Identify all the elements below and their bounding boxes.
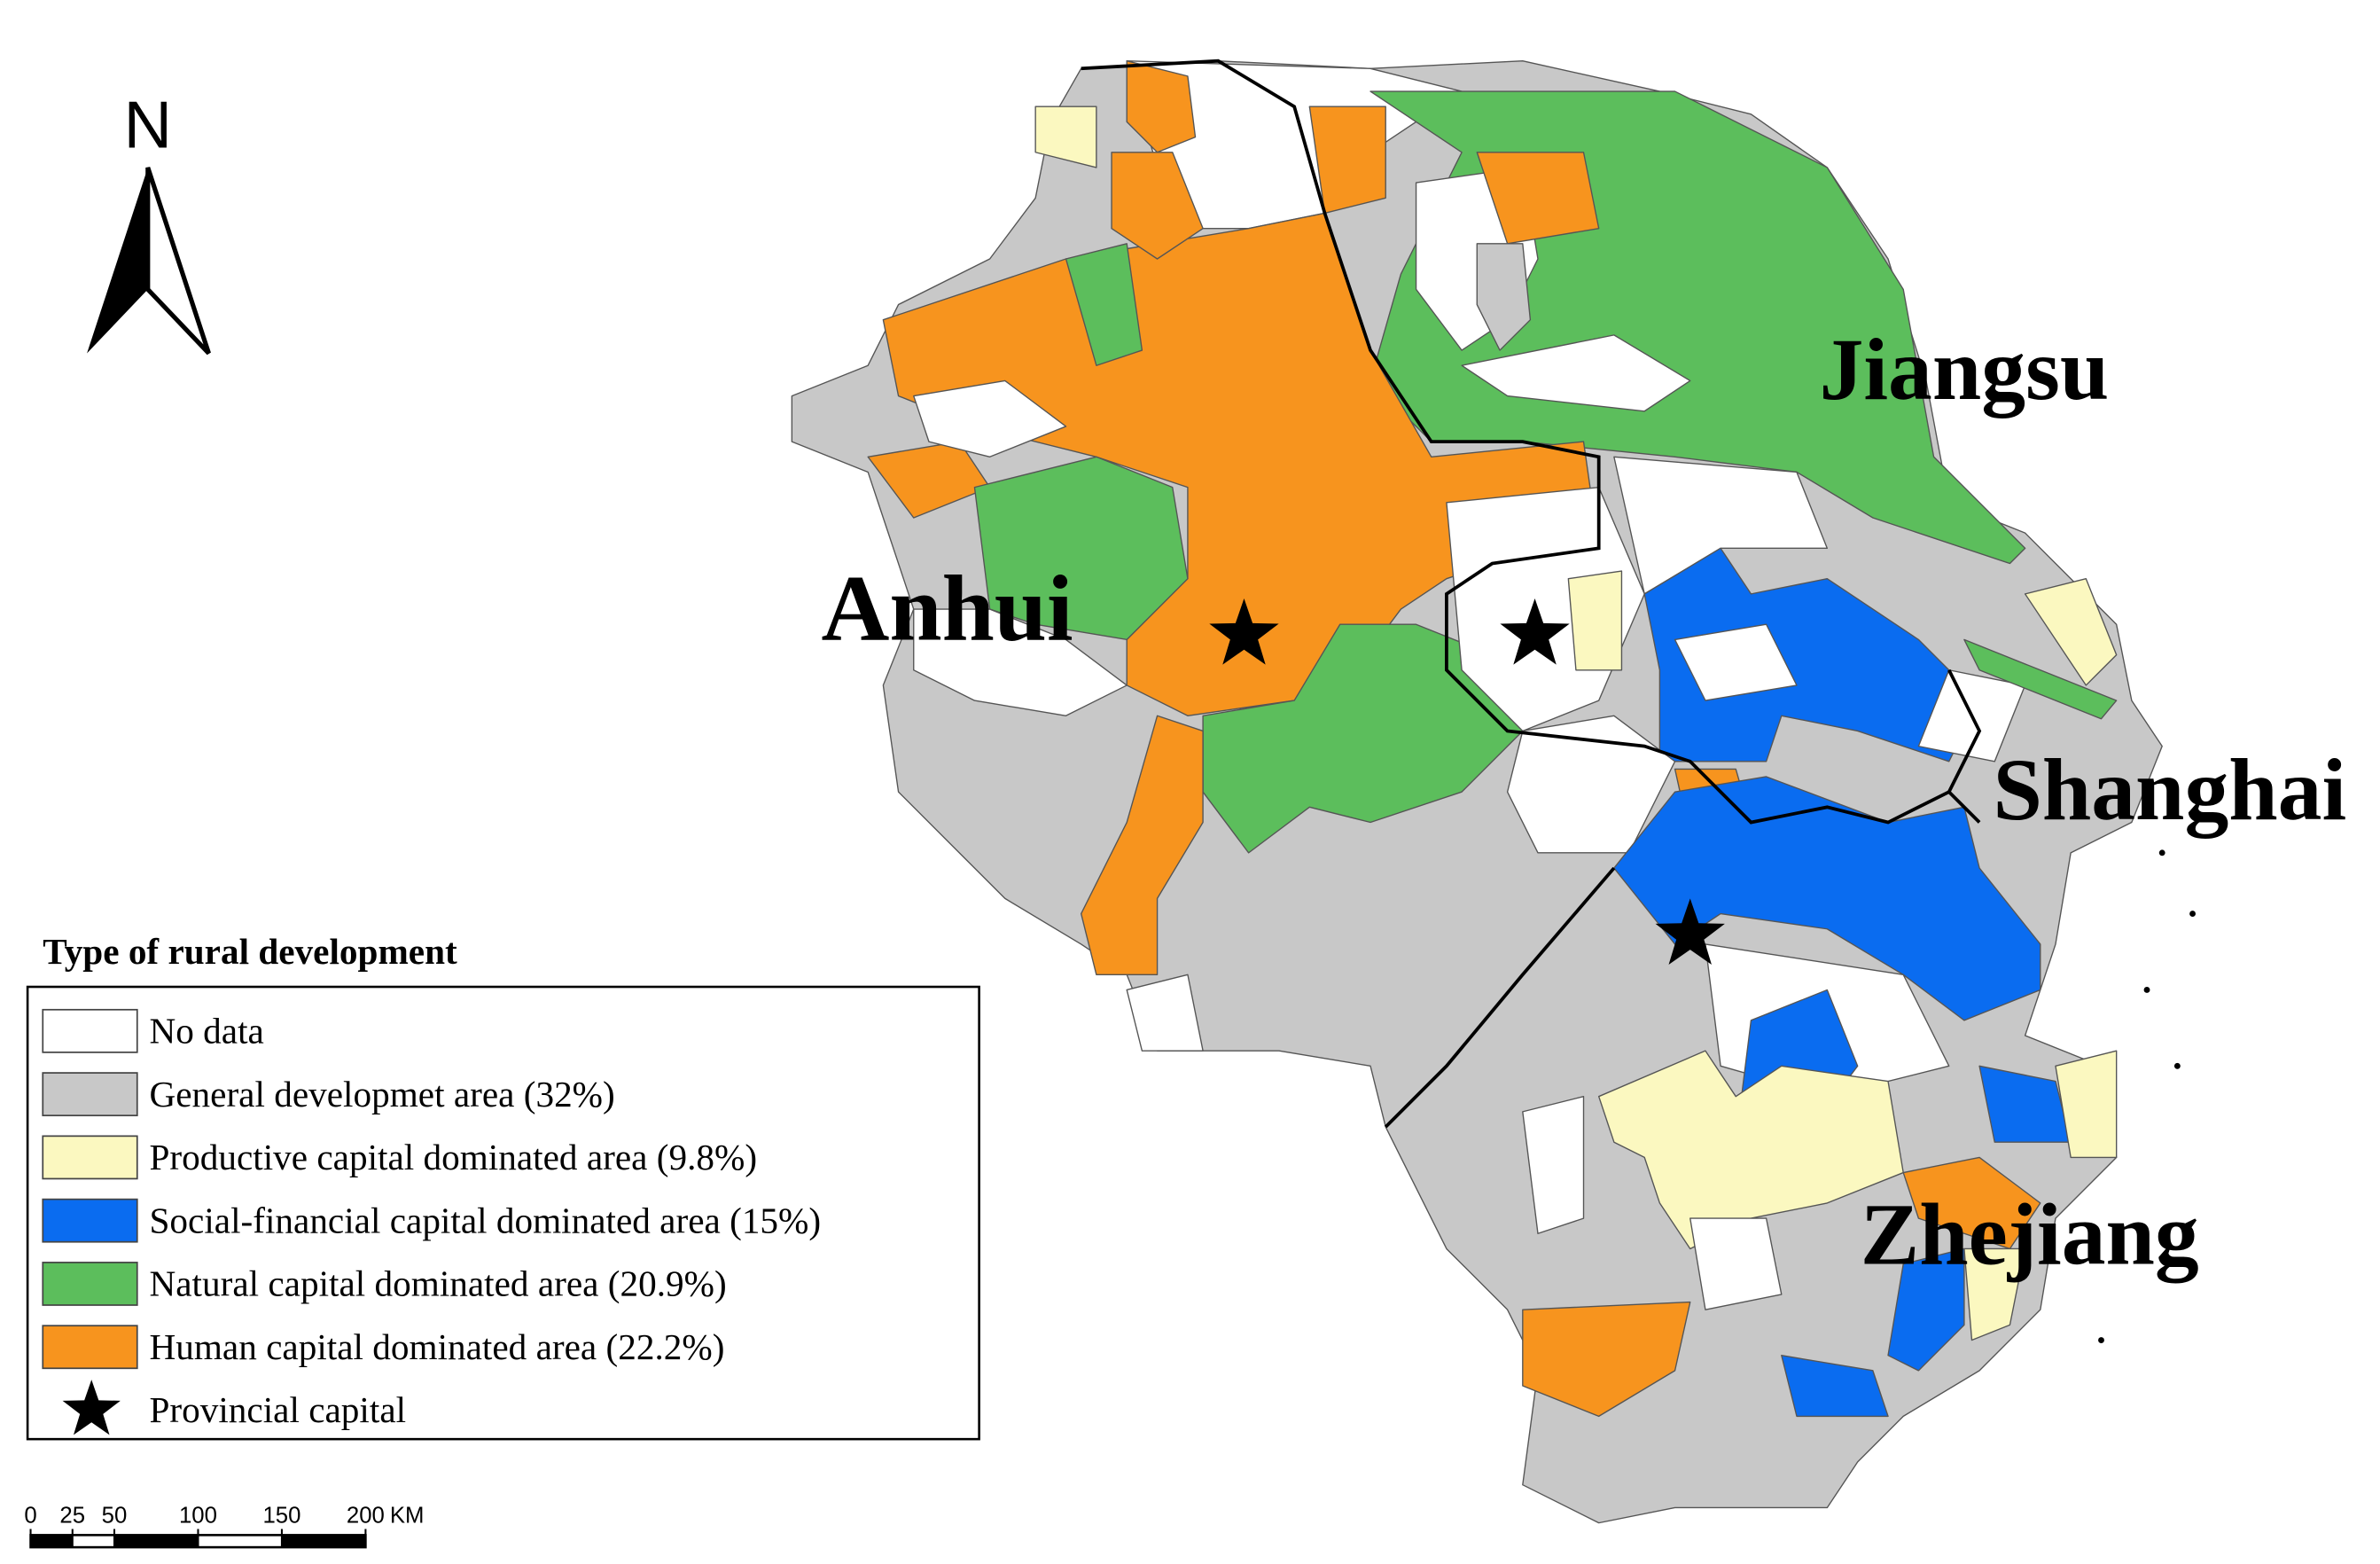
legend: No data General developmet area (32%) Prod… [42,1008,822,1435]
scale-unit: KM [390,1504,425,1529]
scale-label: 200 [347,1504,385,1529]
legend-label: Human capital dominated area (22.2%) [150,1326,725,1368]
region [1963,1247,2026,1341]
region [1126,60,1197,153]
region [1522,1301,1691,1418]
capital-star [1500,598,1570,665]
provincial-capitals [1209,598,1725,965]
legend-swatch [42,1008,138,1053]
arrow-half [87,167,148,354]
region [1065,243,1143,366]
region [1081,715,1204,975]
map-regions [791,60,2163,1524]
region [1111,152,1204,260]
region [913,608,1128,716]
region [1613,776,2041,1021]
region [1597,1050,1904,1250]
scale-label: 0 [24,1504,36,1529]
province-border [1947,669,1982,794]
region [1613,456,1829,595]
region [913,379,1067,457]
province-border [1081,59,1981,825]
region [1674,623,1798,701]
legend-label: No data [150,1011,264,1052]
north-label: N [123,89,172,163]
legend-swatch [42,1072,138,1117]
arrow-half [145,167,211,356]
scale-label: 150 [262,1504,300,1529]
scale-label: 25 [59,1504,85,1529]
scale-label: 100 [179,1504,217,1529]
legend-label: Productive capital dominated area (9.8%) [150,1137,758,1178]
legend-symbol [62,1380,121,1435]
island [2173,1062,2181,1069]
province-label: Jiangsu [1820,320,2110,418]
legend-title: Type of rural development [43,931,457,972]
legend-label: Natural capital dominated area (20.9%) [150,1263,727,1305]
province-label: Shanghai [1993,740,2346,839]
capital-star [1655,898,1725,965]
legend-box [26,985,980,1441]
legend-label: Provincial capital [150,1389,407,1430]
legend-swatch [42,1262,138,1306]
region [1887,1247,1965,1372]
region [1522,1096,1585,1234]
sea-islands [2098,849,2196,1343]
island [2158,849,2165,856]
region [1202,623,1524,854]
island [2143,987,2150,993]
province-border [1384,866,1616,1129]
scale-label: 50 [102,1504,128,1529]
region [2024,578,2118,686]
scale-bar-segment [281,1535,366,1548]
region [1476,243,1532,351]
legend-swatch [42,1198,138,1243]
region [1476,152,1600,245]
region [2055,1050,2118,1159]
region [1034,106,1097,168]
legend-label: Social-financial capital dominated area … [150,1200,822,1241]
legend-label: General developmet area (32%) [150,1074,615,1115]
legend-swatch [42,1325,138,1370]
legend-swatch [42,1135,138,1180]
scale-bar-segment [113,1535,199,1548]
region [1963,638,2118,720]
region [1461,334,1691,412]
region [1689,1217,1783,1310]
scale-bar-segment [30,1535,73,1548]
province-labels: Anhui Jiangsu Shanghai Zhejiang [821,320,2346,1284]
province-borders [1081,59,1982,1129]
north-arrow: N [87,89,211,356]
province-label: Anhui [821,556,1073,661]
region [1308,106,1386,215]
province-label: Zhejiang [1861,1185,2199,1284]
island [2098,1337,2104,1343]
capital-star [1209,598,1279,665]
region [1781,1354,1889,1418]
scale-bar: 0 25 50 100 150 200 KM [24,1504,425,1549]
region [1126,974,1204,1052]
island [2189,911,2196,918]
region [1567,570,1623,671]
